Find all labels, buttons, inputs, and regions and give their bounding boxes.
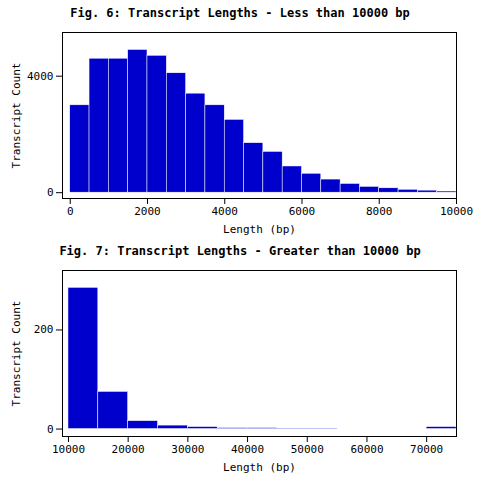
svg-text:8000: 8000 bbox=[366, 205, 393, 218]
svg-text:40000: 40000 bbox=[231, 443, 264, 456]
svg-text:70000: 70000 bbox=[410, 443, 443, 456]
svg-text:10000: 10000 bbox=[52, 443, 85, 456]
svg-text:Transcript Count: Transcript Count bbox=[10, 63, 23, 169]
svg-text:0: 0 bbox=[47, 186, 54, 199]
svg-text:20000: 20000 bbox=[112, 443, 145, 456]
svg-text:4000: 4000 bbox=[27, 70, 54, 83]
svg-text:Length (bp): Length (bp) bbox=[223, 223, 296, 236]
svg-text:0: 0 bbox=[67, 205, 74, 218]
svg-text:200: 200 bbox=[34, 323, 54, 336]
svg-text:Transcript Count: Transcript Count bbox=[10, 301, 23, 407]
svg-text:6000: 6000 bbox=[289, 205, 316, 218]
svg-text:60000: 60000 bbox=[350, 443, 383, 456]
svg-text:30000: 30000 bbox=[171, 443, 204, 456]
svg-text:50000: 50000 bbox=[291, 443, 324, 456]
svg-text:10000: 10000 bbox=[440, 205, 473, 218]
html-text:Fig. 6: Transcript Lengths - L: Fig. 6: Transcript Lengths - Less than 1… bbox=[70, 6, 410, 20]
html-text:Fig. 7: Transcript Lengths - G: Fig. 7: Transcript Lengths - Greater tha… bbox=[59, 244, 421, 258]
svg-text:2000: 2000 bbox=[134, 205, 161, 218]
svg-text:4000: 4000 bbox=[211, 205, 238, 218]
svg-text:0: 0 bbox=[47, 423, 54, 436]
svg-text:Length (bp): Length (bp) bbox=[223, 461, 296, 474]
